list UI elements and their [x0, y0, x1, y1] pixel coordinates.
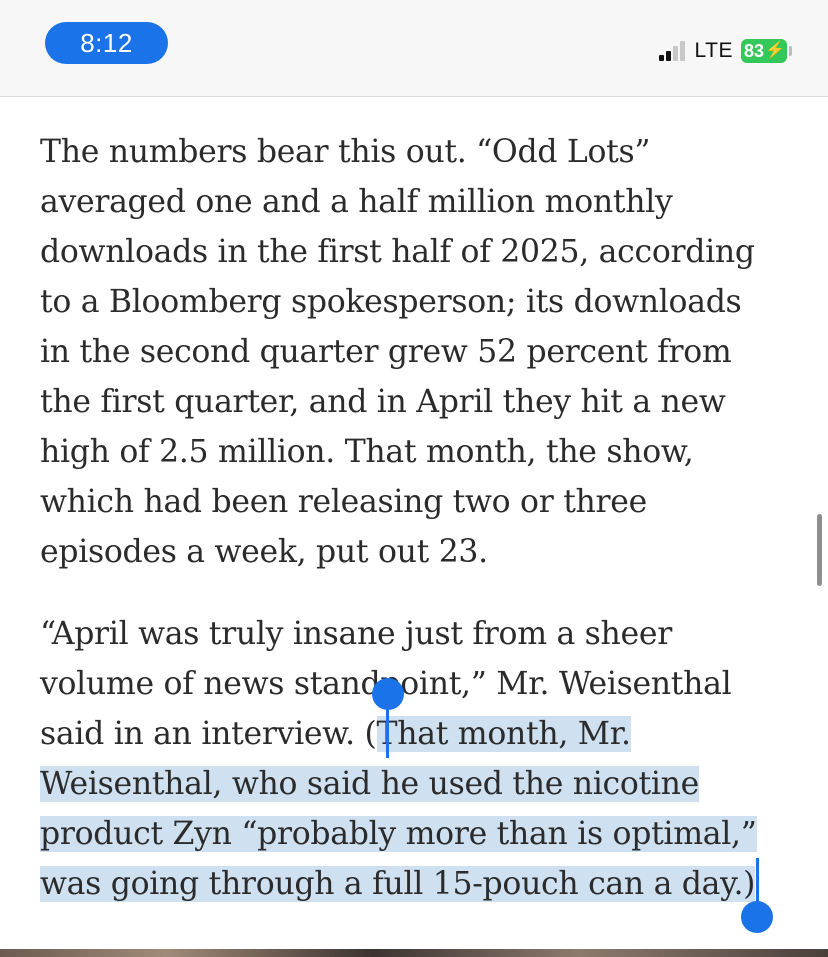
status-time[interactable]: 8:12 [45, 22, 168, 64]
status-indicators: LTE 83 ⚡ [658, 36, 792, 66]
selected-text[interactable]: product Zyn “probably more than is optim… [40, 816, 757, 852]
selection-end-caret [756, 858, 759, 908]
paragraph-line: The numbers bear this out. “Odd Lots” [40, 134, 651, 170]
image-strip [0, 949, 828, 957]
battery-icon: 83 ⚡ [741, 39, 787, 63]
cellular-signal-icon [658, 41, 687, 61]
paragraph-line: “April was truly insane just from a shee… [40, 616, 672, 652]
paragraph-line: said in an interview. ( [40, 716, 377, 752]
article-body: The numbers bear this out. “Odd Lots” av… [40, 127, 800, 909]
paragraph-line: to a Bloomberg spokesperson; its downloa… [40, 284, 742, 320]
status-bar: 8:12 LTE 83 ⚡ [0, 0, 828, 97]
article-paragraph: The numbers bear this out. “Odd Lots” av… [40, 127, 800, 577]
network-type-label: LTE [694, 39, 733, 62]
article-paragraph-with-selection[interactable]: “April was truly insane just from a shee… [40, 609, 800, 909]
selection-start-caret [386, 700, 389, 758]
paragraph-line: the first quarter, and in April they hit… [40, 384, 726, 420]
selection-end-handle[interactable] [741, 901, 773, 933]
selected-text[interactable]: Weisenthal, who said he used the nicotin… [40, 766, 700, 802]
paragraph-line: episodes a week, put out 23. [40, 534, 488, 570]
paragraph-line: high of 2.5 million. That month, the sho… [40, 434, 694, 470]
battery-level: 83 [744, 41, 765, 61]
paragraph-line: downloads in the first half of 2025, acc… [40, 234, 755, 270]
battery-cap [789, 46, 792, 56]
scrollbar-thumb[interactable] [817, 514, 822, 586]
paragraph-line: averaged one and a half million monthly [40, 184, 673, 220]
selected-text[interactable]: That month, Mr. [376, 716, 631, 752]
selected-text[interactable]: was going through a full 15-pouch can a … [40, 866, 756, 902]
charging-bolt-icon: ⚡ [765, 42, 785, 59]
paragraph-line: which had been releasing two or three [40, 484, 647, 520]
paragraph-line: in the second quarter grew 52 percent fr… [40, 334, 732, 370]
